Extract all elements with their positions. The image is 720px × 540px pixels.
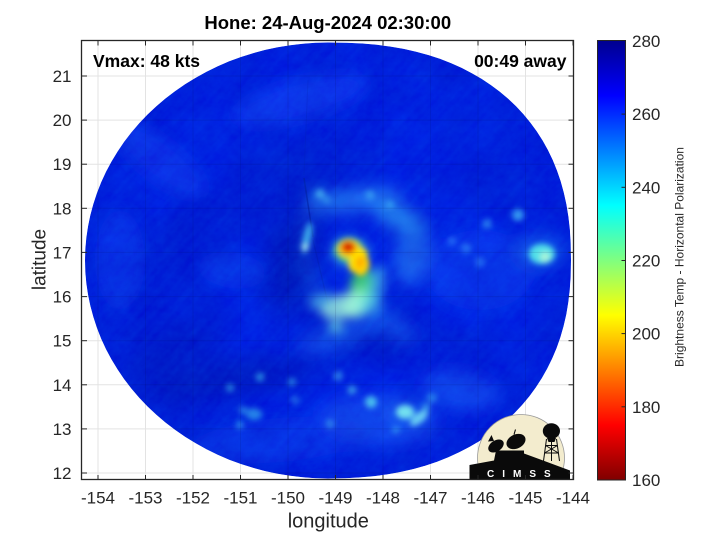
svg-text:-144: -144: [556, 489, 590, 508]
svg-text:latitude: latitude: [30, 229, 51, 290]
svg-text:-150: -150: [271, 489, 305, 508]
svg-text:14: 14: [53, 376, 72, 395]
svg-text:19: 19: [53, 155, 72, 174]
svg-text:CIMSS: CIMSS: [487, 469, 559, 480]
svg-text:00:49 away: 00:49 away: [474, 51, 567, 71]
svg-text:12: 12: [53, 464, 72, 483]
svg-text:220: 220: [632, 252, 660, 271]
svg-text:Brightness Temp - Horizontal P: Brightness Temp - Horizontal Polarizatio…: [673, 147, 687, 367]
svg-text:160: 160: [632, 471, 660, 490]
svg-text:240: 240: [632, 178, 660, 197]
svg-text:180: 180: [632, 398, 660, 417]
svg-text:Vmax: 48 kts: Vmax: 48 kts: [93, 51, 200, 71]
svg-text:16: 16: [53, 288, 72, 307]
svg-text:Hone: 24-Aug-2024 02:30:00: Hone: 24-Aug-2024 02:30:00: [204, 12, 451, 33]
svg-text:20: 20: [53, 111, 72, 130]
svg-text:280: 280: [632, 32, 660, 51]
svg-text:-153: -153: [128, 489, 162, 508]
svg-text:200: 200: [632, 325, 660, 344]
svg-text:13: 13: [53, 420, 72, 439]
svg-text:-148: -148: [366, 489, 400, 508]
svg-text:17: 17: [53, 243, 72, 262]
svg-text:-149: -149: [318, 489, 352, 508]
svg-text:260: 260: [632, 105, 660, 124]
svg-text:-147: -147: [413, 489, 447, 508]
svg-text:21: 21: [53, 67, 72, 86]
svg-text:-146: -146: [461, 489, 495, 508]
svg-text:-151: -151: [223, 489, 257, 508]
svg-text:-152: -152: [176, 489, 210, 508]
svg-text:-154: -154: [81, 489, 115, 508]
svg-text:longitude: longitude: [288, 511, 369, 533]
svg-text:18: 18: [53, 199, 72, 218]
svg-text:15: 15: [53, 332, 72, 351]
svg-text:-145: -145: [508, 489, 542, 508]
